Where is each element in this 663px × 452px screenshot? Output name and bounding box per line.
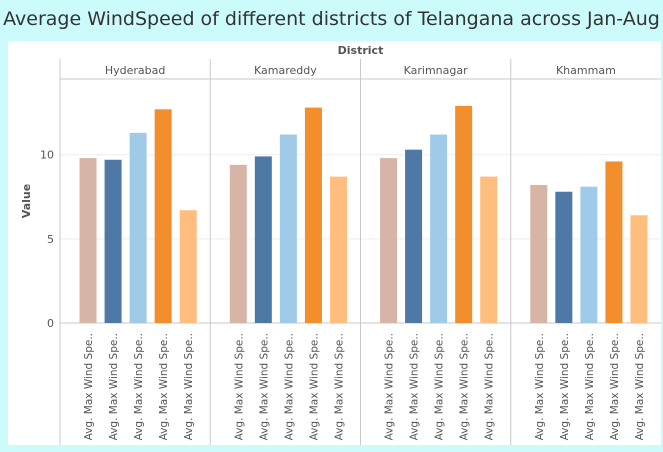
x-tick-label: Avg. Max Wind Spe..: [609, 333, 621, 440]
x-tick-label: Avg. Max Wind Spe..: [409, 333, 421, 440]
x-tick-label: Avg. Max Wind Spe..: [83, 333, 95, 440]
bar: [405, 149, 423, 323]
x-tick-label: Avg. Max Wind Spe..: [434, 333, 446, 440]
bar: [530, 185, 548, 323]
bar: [179, 210, 197, 323]
bar: [329, 176, 347, 323]
y-axis-title: Value: [20, 184, 33, 218]
bar: [79, 158, 97, 323]
x-tick-label: Avg. Max Wind Spe..: [333, 333, 345, 440]
x-tick-label: Avg. Max Wind Spe..: [459, 333, 471, 440]
bar: [555, 191, 573, 323]
bar: [630, 215, 648, 323]
bar: [279, 134, 297, 323]
bar: [254, 156, 272, 323]
x-tick-label: Avg. Max Wind Spe..: [133, 333, 145, 440]
bar: [154, 109, 172, 323]
district-header: Kamareddy: [254, 64, 317, 77]
district-header: Hyderabad: [105, 64, 166, 77]
district-header: Khammam: [556, 64, 616, 77]
bar: [380, 158, 398, 323]
bar: [304, 107, 322, 323]
y-tick-label: 0: [47, 317, 54, 330]
bar: [455, 105, 473, 324]
x-tick-label: Avg. Max Wind Spe..: [384, 333, 396, 440]
bar: [104, 159, 122, 323]
chart-title: Average WindSpeed of different districts…: [3, 8, 660, 30]
bar: [129, 132, 147, 323]
column-header: District: [338, 44, 384, 57]
bar-chart: District 0 5 10 Value Hyderabad Avg. Max Wind …: [20, 44, 661, 445]
x-tick-label: Avg. Max Wind Spe..: [283, 333, 295, 440]
district-header: Karimnagar: [404, 64, 468, 77]
x-tick-label: Avg. Max Wind Spe..: [634, 333, 646, 440]
x-tick-label: Avg. Max Wind Spe..: [559, 333, 571, 440]
x-tick-label: Avg. Max Wind Spe..: [308, 333, 320, 440]
bar: [580, 186, 598, 323]
x-tick-label: Avg. Max Wind Spe..: [484, 333, 496, 440]
x-tick-label: Avg. Max Wind Spe..: [233, 333, 245, 440]
x-tick-label: Avg. Max Wind Spe..: [584, 333, 596, 440]
y-tick-label: 5: [47, 233, 54, 246]
bar: [229, 164, 247, 323]
x-tick-label: Avg. Max Wind Spe..: [108, 333, 120, 440]
x-tick-label: Avg. Max Wind Spe..: [258, 333, 270, 440]
bar: [480, 176, 498, 323]
bar: [430, 134, 448, 323]
y-tick-label: 10: [40, 149, 54, 162]
x-tick-label: Avg. Max Wind Spe..: [183, 333, 195, 440]
bar: [605, 161, 623, 323]
x-tick-label: Avg. Max Wind Spe..: [158, 333, 170, 440]
x-tick-label: Avg. Max Wind Spe..: [534, 333, 546, 440]
chart-panel: District 0 5 10 Value Hyderabad Avg. Max Wind …: [8, 41, 661, 445]
